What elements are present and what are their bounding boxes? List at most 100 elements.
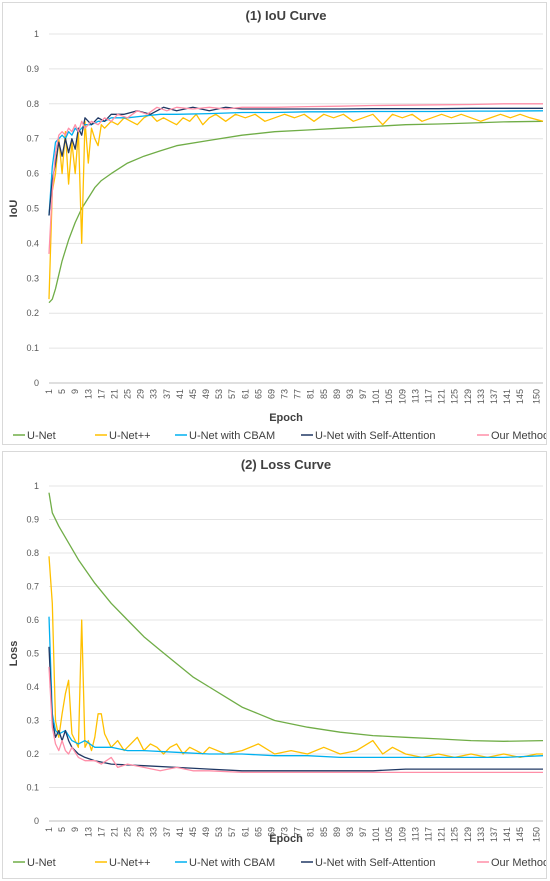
chart-0-x-tick-label: 137 [489, 389, 499, 404]
chart-1-legend-label: Our Method [491, 857, 546, 869]
chart-1-x-tick-label: 145 [515, 827, 525, 842]
chart-0-x-tick-label: 125 [450, 389, 460, 404]
chart-0-x-tick-label: 97 [358, 389, 368, 399]
chart-1-series-line-1 [48, 556, 543, 759]
chart-1-legend-label: U-Net with Self-Attention [315, 857, 435, 869]
chart-1-x-tick-label: 61 [240, 827, 250, 837]
chart-0-x-tick-label: 145 [515, 389, 525, 404]
chart-1-series-line-4 [48, 666, 543, 774]
chart-0-y-tick-label: 0.9 [26, 64, 39, 74]
chart-1-x-tick-label: 45 [188, 827, 198, 837]
chart-1-x-tick-label: 53 [214, 827, 224, 837]
chart-0-y-tick-label: 0.3 [26, 273, 39, 283]
chart-1-x-tick-label: 17 [96, 827, 106, 837]
chart-1-legend-label: U-Net++ [109, 857, 151, 869]
chart-1-y-tick-label: 0.8 [26, 548, 39, 558]
chart-1-x-tick-label: 73 [280, 827, 290, 837]
chart-1-y-tick-label: 0.5 [26, 649, 39, 659]
chart-0-x-tick-label: 129 [463, 389, 473, 404]
chart-0-x-tick-label: 101 [371, 389, 381, 404]
chart-1-x-tick-label: 49 [201, 827, 211, 837]
chart-1-x-tick-label: 129 [463, 827, 473, 842]
chart-0-x-tick-label: 1 [44, 389, 54, 394]
chart-1-y-axis-title: Loss [8, 641, 20, 667]
chart-0-x-tick-label: 61 [240, 389, 250, 399]
chart-0-x-tick-label: 25 [123, 389, 133, 399]
chart-1-x-tick-label: 37 [162, 827, 172, 837]
chart-1-y-tick-label: 0.7 [26, 582, 39, 592]
chart-1-series-line-2 [48, 616, 544, 759]
chart-1-y-tick-label: 0.9 [26, 515, 39, 525]
chart-1-x-tick-label: 33 [149, 827, 159, 837]
chart-1-x-tick-label: 1 [44, 827, 54, 832]
chart-1-x-tick-label: 9 [70, 827, 80, 832]
chart-0-x-tick-label: 13 [83, 389, 93, 399]
chart-0-x-tick-label: 141 [502, 389, 512, 404]
chart-0-x-tick-label: 9 [70, 389, 80, 394]
chart-1-x-tick-label: 109 [397, 827, 407, 842]
chart-0-y-tick-label: 1 [34, 29, 39, 39]
chart-1-x-tick-label: 69 [266, 827, 276, 837]
chart-0-y-tick-label: 0.6 [26, 169, 39, 179]
chart-0-legend-label: U-Net with CBAM [189, 430, 275, 442]
chart-1-x-tick-label: 25 [123, 827, 133, 837]
chart-0-x-tick-label: 117 [423, 389, 433, 403]
chart-1-x-tick-label: 77 [293, 827, 303, 837]
chart-1-x-tick-label: 65 [253, 827, 263, 837]
chart-1-x-tick-label: 89 [332, 827, 342, 837]
loss-chart-panel: (2) Loss Curve 0 0.1 0.2 0.3 0.4 0.5 0.6 0.7 0.8 0… [2, 451, 547, 879]
chart-0-series-line-3 [48, 106, 543, 216]
chart-0-x-tick-label: 49 [201, 389, 211, 399]
chart-1-legend-label: U-Net [27, 857, 56, 869]
chart-1-y-tick-label: 0.6 [26, 615, 39, 625]
chart-0-legend-label: U-Net with Self-Attention [315, 430, 435, 442]
chart-0-x-tick-label: 133 [476, 389, 486, 404]
chart-1-x-tick-label: 29 [136, 827, 146, 837]
chart-0-x-axis-title: Epoch [269, 412, 303, 424]
chart-0-y-tick-label: 0.4 [26, 238, 39, 248]
chart-1-x-tick-label: 41 [175, 827, 185, 837]
chart-0-x-tick-label: 77 [293, 389, 303, 399]
chart-0-x-tick-label: 57 [227, 389, 237, 399]
chart-1-x-tick-label: 57 [227, 827, 237, 837]
chart-1-x-tick-label: 133 [476, 827, 486, 842]
chart-0-series-line-2 [48, 110, 544, 216]
iou-chart-panel: (1) IoU Curve 0 0.1 0.2 0.3 0.4 0.5 0.6 0.7 0.8 0.… [2, 2, 547, 445]
chart-1-x-tick-label: 137 [489, 827, 499, 842]
chart-0-y-tick-label: 0.7 [26, 134, 39, 144]
chart-0-x-tick-label: 5 [57, 389, 67, 394]
chart-0-x-tick-label: 113 [410, 389, 420, 403]
chart-0-x-tick-label: 73 [280, 389, 290, 399]
chart-0-y-tick-label: 0 [34, 378, 39, 388]
chart-1-x-tick-label: 93 [345, 827, 355, 837]
chart-0-title: (1) IoU Curve [246, 8, 327, 23]
loss-chart: (2) Loss Curve 0 0.1 0.2 0.3 0.4 0.5 0.6 0.7 0.8 0… [8, 457, 546, 869]
chart-0-x-tick-label: 150 [531, 389, 541, 404]
chart-0-x-tick-label: 81 [306, 389, 316, 399]
chart-0-series-line-4 [48, 103, 543, 254]
chart-0-x-tick-label: 17 [96, 389, 106, 399]
chart-1-x-tick-label: 125 [450, 827, 460, 842]
chart-0-legend-label: U-Net [27, 430, 56, 442]
chart-0-x-tick-label: 93 [345, 389, 355, 399]
chart-0-x-tick-label: 33 [149, 389, 159, 399]
chart-0-x-tick-label: 105 [384, 389, 394, 404]
chart-1-x-tick-label: 121 [437, 827, 447, 842]
chart-1-x-tick-label: 5 [57, 827, 67, 832]
chart-1-x-tick-label: 13 [83, 827, 93, 837]
chart-1-x-tick-label: 21 [109, 827, 119, 837]
chart-0-x-tick-label: 21 [109, 389, 119, 399]
chart-1-x-tick-label: 101 [371, 827, 381, 842]
chart-1-y-tick-label: 0.1 [26, 783, 39, 793]
chart-1-y-tick-label: 0.4 [26, 682, 39, 692]
chart-1-series-line-0 [48, 492, 544, 742]
chart-0-legend-label: Our Method [491, 430, 546, 442]
chart-0-series-line-0 [48, 120, 544, 304]
chart-0-x-tick-label: 29 [136, 389, 146, 399]
chart-1-legend-label: U-Net with CBAM [189, 857, 275, 869]
chart-1-x-tick-label: 117 [423, 827, 433, 841]
chart-0-series-line-1 [48, 113, 544, 300]
chart-1-x-tick-label: 97 [358, 827, 368, 837]
chart-1-x-tick-label: 150 [531, 827, 541, 842]
chart-1-x-tick-label: 85 [319, 827, 329, 837]
